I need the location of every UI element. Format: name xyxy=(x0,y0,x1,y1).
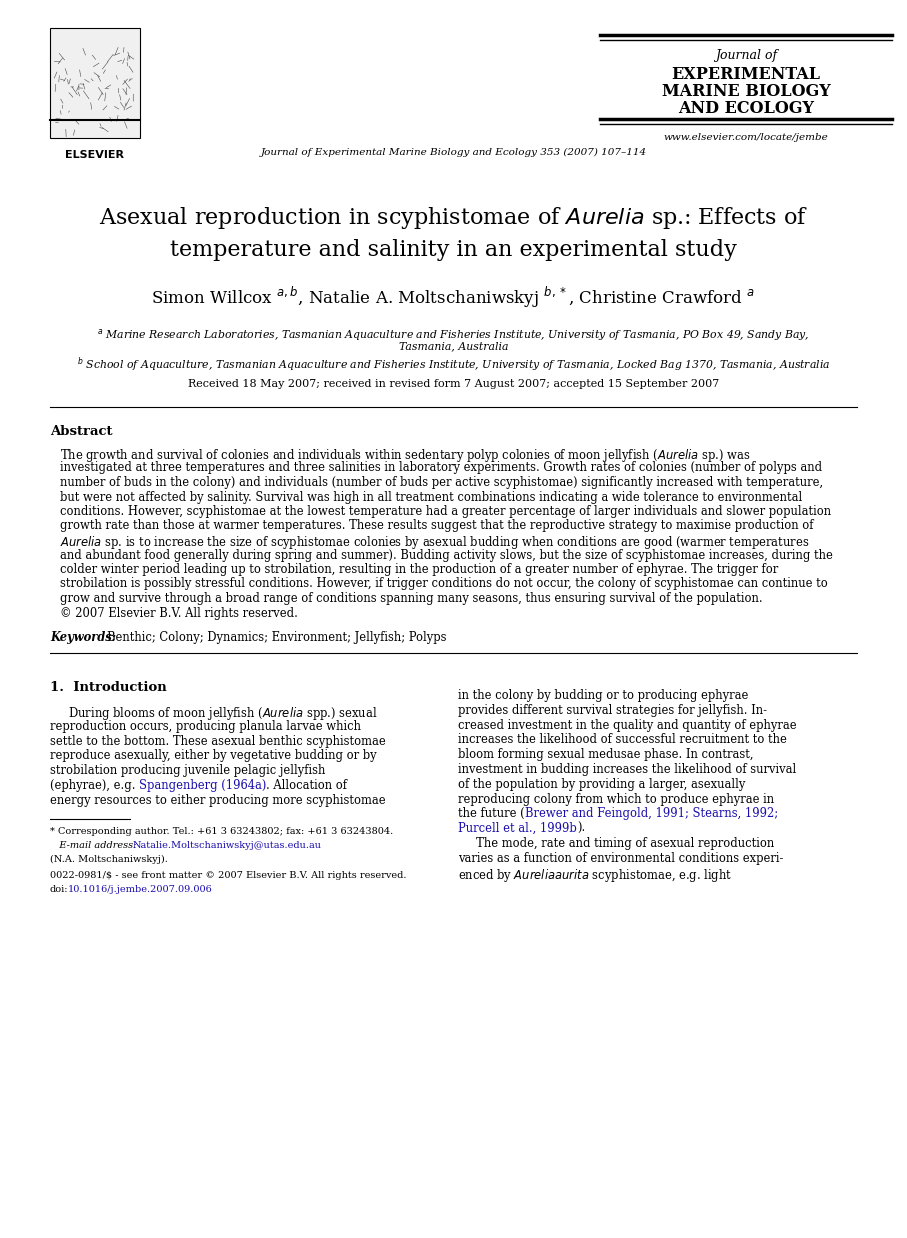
Text: $^{a}$ Marine Research Laboratories, Tasmanian Aquaculture and Fisheries Institu: $^{a}$ Marine Research Laboratories, Tas… xyxy=(97,327,810,343)
Text: the future (: the future ( xyxy=(459,807,525,821)
Text: Brewer and Feingold, 1991; Stearns, 1992;: Brewer and Feingold, 1991; Stearns, 1992… xyxy=(525,807,778,821)
Text: © 2007 Elsevier B.V. All rights reserved.: © 2007 Elsevier B.V. All rights reserved… xyxy=(60,607,297,619)
Text: 1.  Introduction: 1. Introduction xyxy=(50,681,167,695)
Text: Asexual reproduction in scyphistomae of $\mathit{Aurelia}$ sp.: Effects of: Asexual reproduction in scyphistomae of … xyxy=(99,206,808,232)
Text: creased investment in the quality and quantity of ephyrae: creased investment in the quality and qu… xyxy=(459,718,797,732)
Text: and abundant food generally during spring and summer). Budding activity slows, b: and abundant food generally during sprin… xyxy=(60,548,833,562)
Text: number of buds in the colony) and individuals (number of buds per active scyphis: number of buds in the colony) and indivi… xyxy=(60,475,824,489)
Text: 0022-0981/$ - see front matter © 2007 Elsevier B.V. All rights reserved.: 0022-0981/$ - see front matter © 2007 El… xyxy=(50,870,406,880)
Text: doi:: doi: xyxy=(50,885,69,894)
Text: Journal of Experimental Marine Biology and Ecology 353 (2007) 107–114: Journal of Experimental Marine Biology a… xyxy=(260,149,647,157)
Text: provides different survival strategies for jellyfish. In-: provides different survival strategies f… xyxy=(459,703,767,717)
Text: E-mail address:: E-mail address: xyxy=(50,841,140,849)
Text: Natalie.Moltschaniwskyj@utas.edu.au: Natalie.Moltschaniwskyj@utas.edu.au xyxy=(133,841,322,849)
Text: MARINE BIOLOGY: MARINE BIOLOGY xyxy=(661,83,831,100)
Text: $^{b}$ School of Aquaculture, Tasmanian Aquaculture and Fisheries Institute, Uni: $^{b}$ School of Aquaculture, Tasmanian … xyxy=(77,355,830,374)
Text: AND ECOLOGY: AND ECOLOGY xyxy=(678,100,814,118)
Text: Simon Willcox $^{a,b}$, Natalie A. Moltschaniwskyj $^{b,*}$, Christine Crawford : Simon Willcox $^{a,b}$, Natalie A. Molts… xyxy=(151,285,756,311)
Text: Tasmania, Australia: Tasmania, Australia xyxy=(399,340,508,352)
Text: bloom forming sexual medusae phase. In contrast,: bloom forming sexual medusae phase. In c… xyxy=(459,748,754,761)
Text: enced by $\mathit{Aurelia aurita}$ scyphistomae, e.g. light: enced by $\mathit{Aurelia aurita}$ scyph… xyxy=(459,867,733,884)
Text: During blooms of moon jellyfish ($\mathit{Aurelia}$ spp.) sexual: During blooms of moon jellyfish ($\mathi… xyxy=(50,704,377,722)
Text: Purcell et al., 1999b: Purcell et al., 1999b xyxy=(459,822,577,836)
Text: The mode, rate and timing of asexual reproduction: The mode, rate and timing of asexual rep… xyxy=(459,837,775,851)
Text: (ephyrae), e.g.: (ephyrae), e.g. xyxy=(50,779,139,792)
Text: in the colony by budding or to producing ephyrae: in the colony by budding or to producing… xyxy=(459,690,749,702)
Text: investment in budding increases the likelihood of survival: investment in budding increases the like… xyxy=(459,763,796,776)
Text: Abstract: Abstract xyxy=(50,425,112,438)
Text: growth rate than those at warmer temperatures. These results suggest that the re: growth rate than those at warmer tempera… xyxy=(60,520,814,532)
Text: Keywords:: Keywords: xyxy=(50,631,116,644)
Text: Benthic; Colony; Dynamics; Environment; Jellyfish; Polyps: Benthic; Colony; Dynamics; Environment; … xyxy=(107,631,446,644)
Text: . Allocation of: . Allocation of xyxy=(267,779,347,792)
Text: settle to the bottom. These asexual benthic scyphistomae: settle to the bottom. These asexual bent… xyxy=(50,734,385,748)
Text: Spangenberg (1964a): Spangenberg (1964a) xyxy=(139,779,267,792)
Text: grow and survive through a broad range of conditions spanning many seasons, thus: grow and survive through a broad range o… xyxy=(60,592,763,605)
Text: energy resources to either producing more scyphistomae: energy resources to either producing mor… xyxy=(50,794,385,807)
Text: ).: ). xyxy=(577,822,586,836)
Text: conditions. However, scyphistomae at the lowest temperature had a greater percen: conditions. However, scyphistomae at the… xyxy=(60,505,831,517)
Bar xyxy=(50,28,140,137)
Text: The growth and survival of colonies and individuals within sedentary polyp colon: The growth and survival of colonies and … xyxy=(60,447,750,464)
Text: investigated at three temperatures and three salinities in laboratory experiment: investigated at three temperatures and t… xyxy=(60,462,822,474)
Text: but were not affected by salinity. Survival was high in all treatment combinatio: but were not affected by salinity. Survi… xyxy=(60,490,803,504)
Text: * Corresponding author. Tel.: +61 3 63243802; fax: +61 3 63243804.: * Corresponding author. Tel.: +61 3 6324… xyxy=(50,827,394,836)
Text: strobilation producing juvenile pelagic jellyfish: strobilation producing juvenile pelagic … xyxy=(50,764,326,777)
Text: of the population by providing a larger, asexually: of the population by providing a larger,… xyxy=(459,777,746,791)
Text: temperature and salinity in an experimental study: temperature and salinity in an experimen… xyxy=(171,239,736,261)
Text: $\mathit{Aurelia}$ sp. is to increase the size of scyphistomae colonies by asexu: $\mathit{Aurelia}$ sp. is to increase th… xyxy=(60,534,809,551)
Text: Journal of: Journal of xyxy=(715,50,777,62)
Text: ELSEVIER: ELSEVIER xyxy=(65,150,124,160)
Text: 10.1016/j.jembe.2007.09.006: 10.1016/j.jembe.2007.09.006 xyxy=(68,885,213,894)
Text: Received 18 May 2007; received in revised form 7 August 2007; accepted 15 Septem: Received 18 May 2007; received in revise… xyxy=(188,379,719,389)
Text: reproducing colony from which to produce ephyrae in: reproducing colony from which to produce… xyxy=(459,792,775,806)
Text: reproduction occurs, producing planula larvae which: reproduction occurs, producing planula l… xyxy=(50,719,361,733)
Text: colder winter period leading up to strobilation, resulting in the production of : colder winter period leading up to strob… xyxy=(60,563,778,576)
Text: varies as a function of environmental conditions experi-: varies as a function of environmental co… xyxy=(459,852,784,865)
Text: increases the likelihood of successful recruitment to the: increases the likelihood of successful r… xyxy=(459,733,787,747)
Text: www.elsevier.com/locate/jembe: www.elsevier.com/locate/jembe xyxy=(664,132,828,142)
Text: EXPERIMENTAL: EXPERIMENTAL xyxy=(671,66,821,83)
Text: strobilation is possibly stressful conditions. However, if trigger conditions do: strobilation is possibly stressful condi… xyxy=(60,577,828,591)
Text: (N.A. Moltschaniwskyj).: (N.A. Moltschaniwskyj). xyxy=(50,854,168,864)
Text: reproduce asexually, either by vegetative budding or by: reproduce asexually, either by vegetativ… xyxy=(50,749,376,763)
